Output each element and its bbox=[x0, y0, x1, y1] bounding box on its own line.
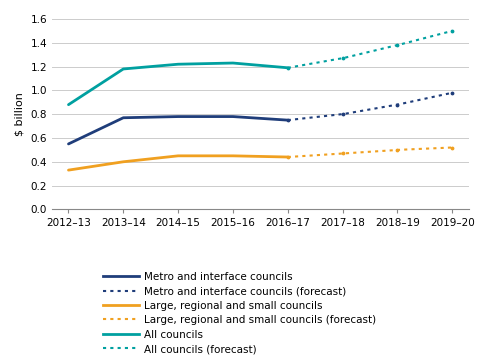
Y-axis label: $ billion: $ billion bbox=[15, 92, 25, 136]
Legend: Metro and interface councils, Metro and interface councils (forecast), Large, re: Metro and interface councils, Metro and … bbox=[99, 268, 381, 358]
